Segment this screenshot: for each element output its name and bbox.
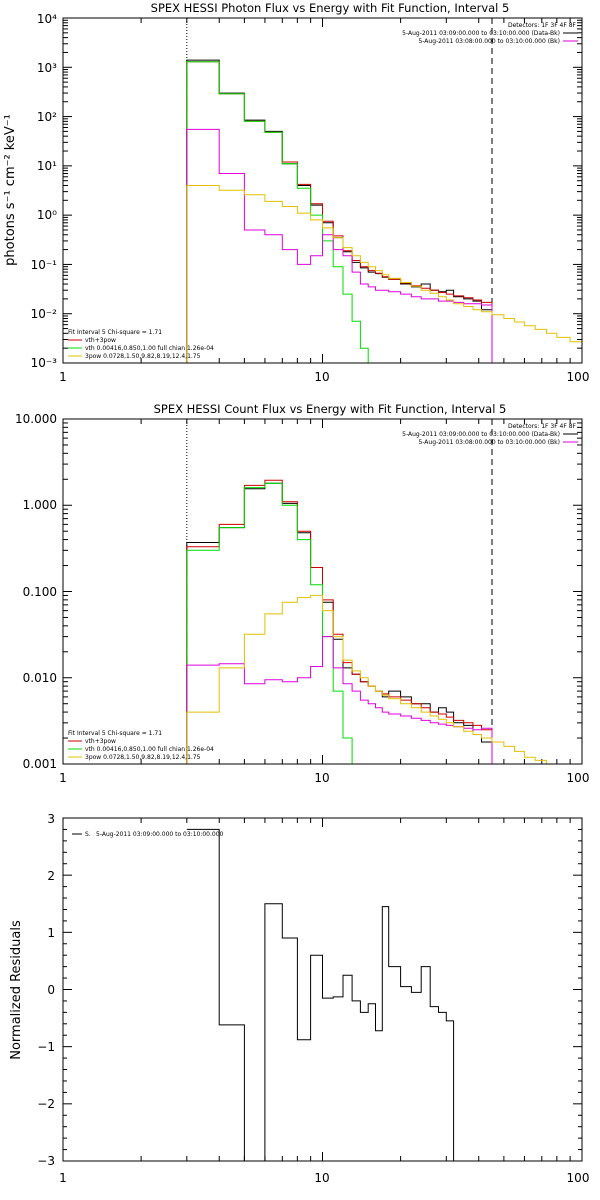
photon-y-tick: 10² xyxy=(37,110,57,124)
count-legend-pow: 3pow 0.0728,1.50,9.82,8.19,12.4,1.75 xyxy=(85,754,201,761)
photon-flux-plot-area xyxy=(62,17,583,364)
count-y-tick: 0.010 xyxy=(23,671,57,685)
residuals-x-tick: 10 xyxy=(314,1171,329,1185)
residuals-panel: Normalized Residuals −3 −2 −1 0 1 2 3 1 … xyxy=(9,812,589,1185)
photon-x-tick: 10 xyxy=(314,370,329,384)
photon-x-tick: 100 xyxy=(567,370,590,384)
count-legend-data-interval: 5-Aug-2011 03:09:00.000 to 03:10:00.000 … xyxy=(402,431,560,438)
residuals-y-tick: 2 xyxy=(47,869,55,883)
residuals-y-tick: −3 xyxy=(37,1154,55,1168)
photon-legend-pow: 3pow 0.0728,1.50,9.82,8.19,12.4,1.75 xyxy=(85,353,201,360)
photon-legend-model: vth+3pow xyxy=(85,337,116,344)
residuals-legend-interval: 5-Aug-2011 03:09:00.000 to 03:10:00.000 xyxy=(96,831,224,838)
residuals-legend-marker: S. xyxy=(85,831,91,838)
series-vth xyxy=(186,61,376,363)
count-y-tick: 10.000 xyxy=(15,412,57,426)
photon-y-tick: 10³ xyxy=(37,61,57,75)
series-data xyxy=(186,59,493,363)
photon-flux-panel: SPEX HESSI Photon Flux vs Energy with Fi… xyxy=(3,1,589,384)
count-y-tick: 1.000 xyxy=(23,498,57,512)
series-3pow xyxy=(186,636,493,764)
count-legend-model: vth+3pow xyxy=(85,738,116,745)
count-y-tick: 0.100 xyxy=(23,585,57,599)
count-y-tick: 0.001 xyxy=(23,757,57,771)
count-x-tick: 10 xyxy=(314,771,329,785)
photon-legend-fit-info: Fit Interval 5 Chi-square = 1.71 xyxy=(68,329,162,336)
photon-legend-vth: vth 0.00416,0.850,1.00 full chian 1.26e-… xyxy=(85,345,214,352)
photon-y-tick: 10⁻³ xyxy=(31,356,58,370)
count-legend-vth: vth 0.00416,0.850,1.00 full chian 1.26e-… xyxy=(85,746,214,753)
photon-flux-y-label: photons s⁻¹ cm⁻² keV⁻¹ xyxy=(3,114,18,266)
residuals-y-label: Normalized Residuals xyxy=(9,920,24,1060)
series-vth-3pow xyxy=(186,61,493,363)
residuals-x-tick: 1 xyxy=(59,1171,67,1185)
photon-x-tick: 1 xyxy=(59,370,67,384)
series-pow xyxy=(186,185,582,363)
photon-legend-data-interval: 5-Aug-2011 03:09:00.000 to 03:10:00.000 … xyxy=(402,30,560,37)
photon-y-tick: 10⁻² xyxy=(31,307,58,321)
residuals-plot-area xyxy=(62,817,583,1162)
series-3pow xyxy=(186,128,493,363)
count-legend-detectors: Detectors: 1F 3F 4F 8F xyxy=(508,423,577,430)
residuals-y-tick: 1 xyxy=(47,926,55,940)
residuals-y-tick: −2 xyxy=(37,1097,55,1111)
count-legend-fit-info: Fit Interval 5 Chi-square = 1.71 xyxy=(68,730,162,737)
photon-legend-detectors: Detectors: 1F 3F 4F 8F xyxy=(508,22,577,29)
photon-y-tick: 10⁻¹ xyxy=(31,258,58,272)
photon-y-tick: 10⁴ xyxy=(37,12,57,26)
series-vth xyxy=(186,482,361,764)
count-flux-panel: SPEX HESSI Count Flux vs Energy with Fit… xyxy=(15,402,589,785)
residuals-y-tick: 0 xyxy=(47,983,55,997)
count-x-tick: 100 xyxy=(567,771,590,785)
photon-flux-title: SPEX HESSI Photon Flux vs Energy with Fi… xyxy=(151,1,510,15)
residuals-y-tick: −1 xyxy=(37,1040,55,1054)
residuals-axes-frame xyxy=(62,817,583,1162)
count-legend-bk-interval: 5-Aug-2011 03:08:00.000 to 03:10:00.000 … xyxy=(418,439,560,446)
photon-legend-bk-interval: 5-Aug-2011 03:08:00.000 to 03:10:00.000 … xyxy=(418,38,560,45)
photon-y-tick: 10⁰ xyxy=(37,208,57,222)
residuals-y-tick: 3 xyxy=(47,812,55,826)
series-pow xyxy=(186,594,557,764)
photon-y-tick: 10¹ xyxy=(37,159,57,173)
photon-flux-axes-frame xyxy=(62,17,583,364)
count-flux-title: SPEX HESSI Count Flux vs Energy with Fit… xyxy=(154,402,507,416)
count-flux-plot-area xyxy=(62,418,583,765)
count-x-tick: 1 xyxy=(59,771,67,785)
count-flux-axes-frame xyxy=(62,418,583,765)
residuals-x-tick: 100 xyxy=(567,1171,590,1185)
series-residuals xyxy=(186,828,455,1161)
